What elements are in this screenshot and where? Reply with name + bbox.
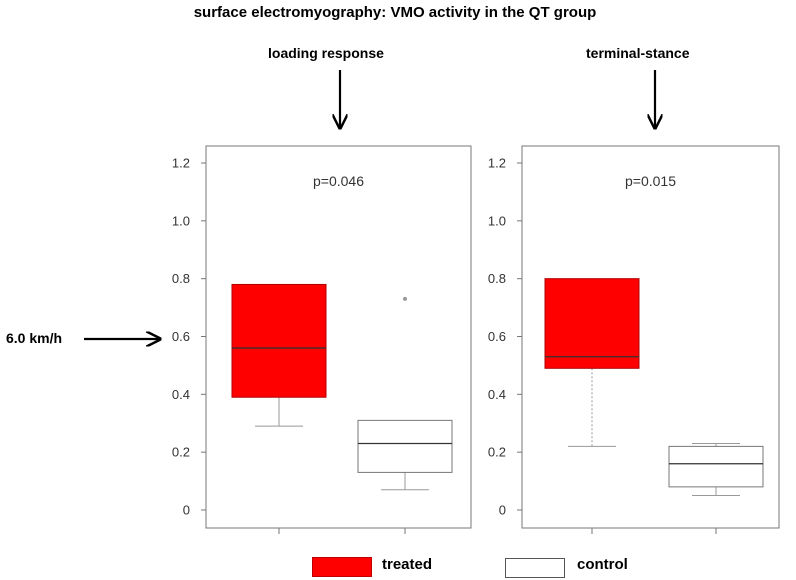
legend-swatch-treated — [312, 557, 372, 577]
y-tick-label: 0.2 — [488, 445, 506, 460]
y-tick-label: 0.4 — [488, 387, 506, 402]
box-treated — [544, 278, 640, 369]
y-tick-label: 0 — [499, 503, 506, 518]
box-control — [668, 445, 764, 488]
box-treated — [231, 283, 327, 398]
y-tick-label: 1.0 — [488, 213, 506, 228]
y-tick-label: 1.2 — [172, 156, 190, 171]
y-tick-label: 0.6 — [172, 329, 190, 344]
y-tick-label: 0 — [183, 503, 190, 518]
legend-label-treated: treated — [382, 556, 433, 573]
outlier-point — [403, 296, 407, 301]
y-tick-label: 0.8 — [172, 271, 190, 286]
y-tick-label: 0.8 — [488, 271, 506, 286]
chart-title: surface electromyography: VMO activity i… — [193, 4, 597, 21]
y-tick-label: 0.4 — [172, 387, 190, 402]
p-value-label: p=0.046 — [313, 173, 364, 189]
y-tick-label: 0.6 — [488, 329, 506, 344]
box-control — [357, 419, 453, 473]
speed-label: 6.0 km/h — [6, 330, 63, 346]
legend-swatch-control — [505, 558, 565, 578]
phase-label-loading-response: loading response — [268, 45, 384, 61]
phase-label-terminal-stance: terminal-stance — [586, 45, 690, 61]
y-tick-label: 1.0 — [172, 213, 190, 228]
y-tick-label: 1.2 — [488, 156, 506, 171]
y-tick-label: 0.2 — [172, 445, 190, 460]
legend-label-control: control — [577, 556, 628, 573]
p-value-label: p=0.015 — [625, 173, 676, 189]
